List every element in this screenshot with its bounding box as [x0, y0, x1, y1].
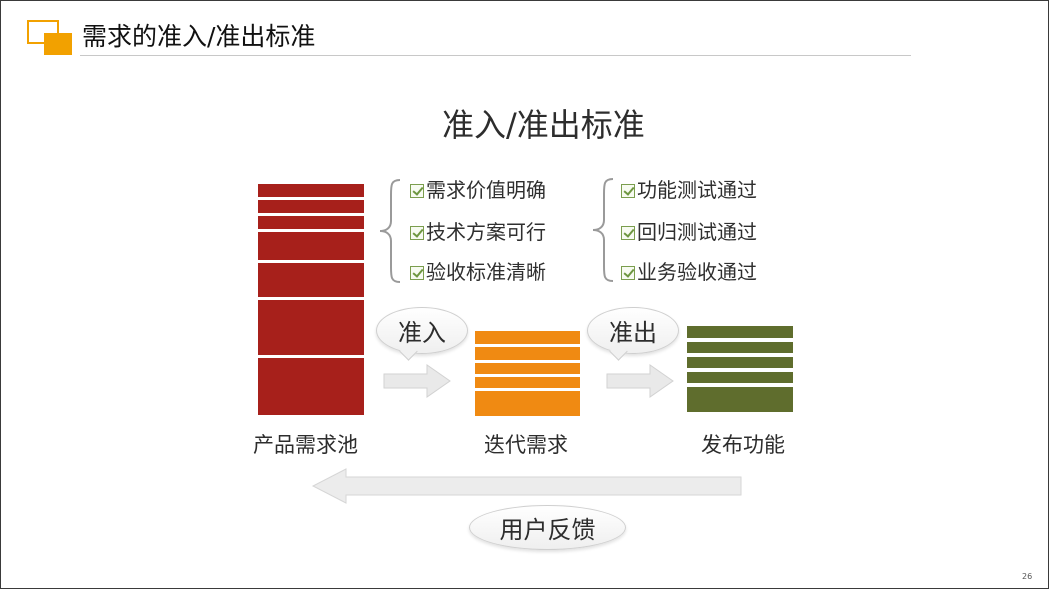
- entry-criterion: 验收标准清晰: [410, 256, 546, 285]
- entry-criterion: 需求价值明确: [410, 174, 546, 203]
- release-item: [687, 387, 793, 412]
- check-icon: [410, 184, 424, 198]
- release-item: [687, 326, 793, 338]
- iteration-item: [475, 391, 580, 416]
- release-item: [687, 372, 793, 383]
- check-icon: [410, 226, 424, 240]
- stage-label-iteration-requirements: 迭代需求: [484, 429, 568, 459]
- entry-callout: 准入: [376, 307, 468, 354]
- backlog-item: [258, 232, 364, 260]
- check-icon: [621, 266, 635, 280]
- iteration-item: [475, 331, 580, 344]
- release-item: [687, 342, 793, 353]
- exit-criterion: 业务验收通过: [621, 256, 757, 285]
- iteration-requirements-stack: [475, 331, 580, 416]
- backlog-item: [258, 358, 364, 415]
- backlog-item: [258, 184, 364, 197]
- slide-number: 26: [1022, 572, 1032, 581]
- stage-label-released-features: 发布功能: [701, 429, 785, 459]
- entry-criteria-list: 需求价值明确 技术方案可行 验收标准清晰: [410, 174, 580, 284]
- user-feedback-callout: 用户反馈: [469, 505, 626, 550]
- right-arrow-icon: [382, 363, 452, 399]
- product-backlog-stack: [258, 184, 364, 415]
- entry-criteria-brace: [376, 177, 404, 285]
- title-divider: [80, 55, 911, 56]
- iteration-item: [475, 377, 580, 388]
- backlog-item: [258, 216, 364, 229]
- iteration-item: [475, 363, 580, 374]
- exit-criteria-brace: [589, 176, 617, 284]
- page-title: 需求的准入/准出标准: [82, 17, 315, 53]
- stage-label-product-backlog: 产品需求池: [253, 429, 358, 459]
- release-item: [687, 357, 793, 368]
- exit-criterion: 回归测试通过: [621, 216, 757, 245]
- exit-criteria-list: 功能测试通过 回归测试通过 业务验收通过: [621, 174, 791, 284]
- title-logo-fill: [44, 33, 72, 55]
- backlog-item: [258, 300, 364, 355]
- backlog-item: [258, 200, 364, 213]
- exit-callout: 准出: [587, 307, 679, 354]
- check-icon: [621, 226, 635, 240]
- backlog-item: [258, 263, 364, 297]
- right-arrow-icon: [605, 363, 675, 399]
- check-icon: [621, 184, 635, 198]
- left-arrow-icon: [311, 468, 743, 504]
- entry-criterion: 技术方案可行: [410, 216, 546, 245]
- check-icon: [410, 266, 424, 280]
- iteration-item: [475, 347, 580, 360]
- diagram-title: 准入/准出标准: [442, 100, 645, 146]
- released-features-stack: [687, 326, 793, 412]
- exit-criterion: 功能测试通过: [621, 174, 757, 203]
